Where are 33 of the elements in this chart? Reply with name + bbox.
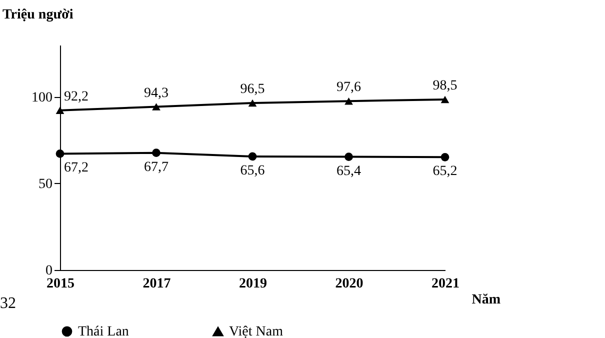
y-tick-label: 0 bbox=[46, 264, 52, 278]
point bbox=[248, 99, 257, 107]
data-label: 98,5 bbox=[432, 78, 458, 94]
legend-label: Việt Nam bbox=[229, 324, 284, 338]
point bbox=[344, 97, 353, 105]
point bbox=[152, 148, 160, 157]
x-axis-title: Năm bbox=[472, 292, 501, 308]
point bbox=[56, 106, 64, 114]
point bbox=[440, 96, 450, 104]
y-tick-label: 100 bbox=[32, 90, 52, 106]
x-tick-label: 2019 bbox=[239, 276, 267, 292]
x-tick-label: 2017 bbox=[142, 276, 171, 292]
data-label: 94,3 bbox=[144, 86, 168, 101]
x-tick-label: 2015 bbox=[46, 276, 74, 292]
data-label: 97,6 bbox=[336, 80, 361, 96]
data-label: 96,5 bbox=[240, 82, 265, 97]
legend-label: Thái Lan bbox=[78, 324, 129, 338]
point bbox=[344, 152, 353, 161]
point bbox=[440, 152, 450, 162]
point bbox=[152, 103, 160, 110]
data-label: 65,2 bbox=[432, 164, 458, 180]
data-label: 67,7 bbox=[144, 160, 168, 175]
data-label: 65,4 bbox=[336, 164, 361, 179]
point bbox=[56, 150, 64, 158]
x-tick-label: 2020 bbox=[335, 276, 364, 292]
data-label: 67,2 bbox=[64, 160, 88, 176]
y-axis-title: Triệu người bbox=[2, 8, 74, 22]
y-tick-label: 50 bbox=[38, 176, 52, 192]
text: 32 bbox=[0, 295, 16, 312]
data-label: 92,2 bbox=[64, 89, 88, 104]
point bbox=[248, 152, 257, 161]
data-label: 65,6 bbox=[240, 163, 265, 178]
x-tick-label: 2021 bbox=[432, 276, 460, 292]
